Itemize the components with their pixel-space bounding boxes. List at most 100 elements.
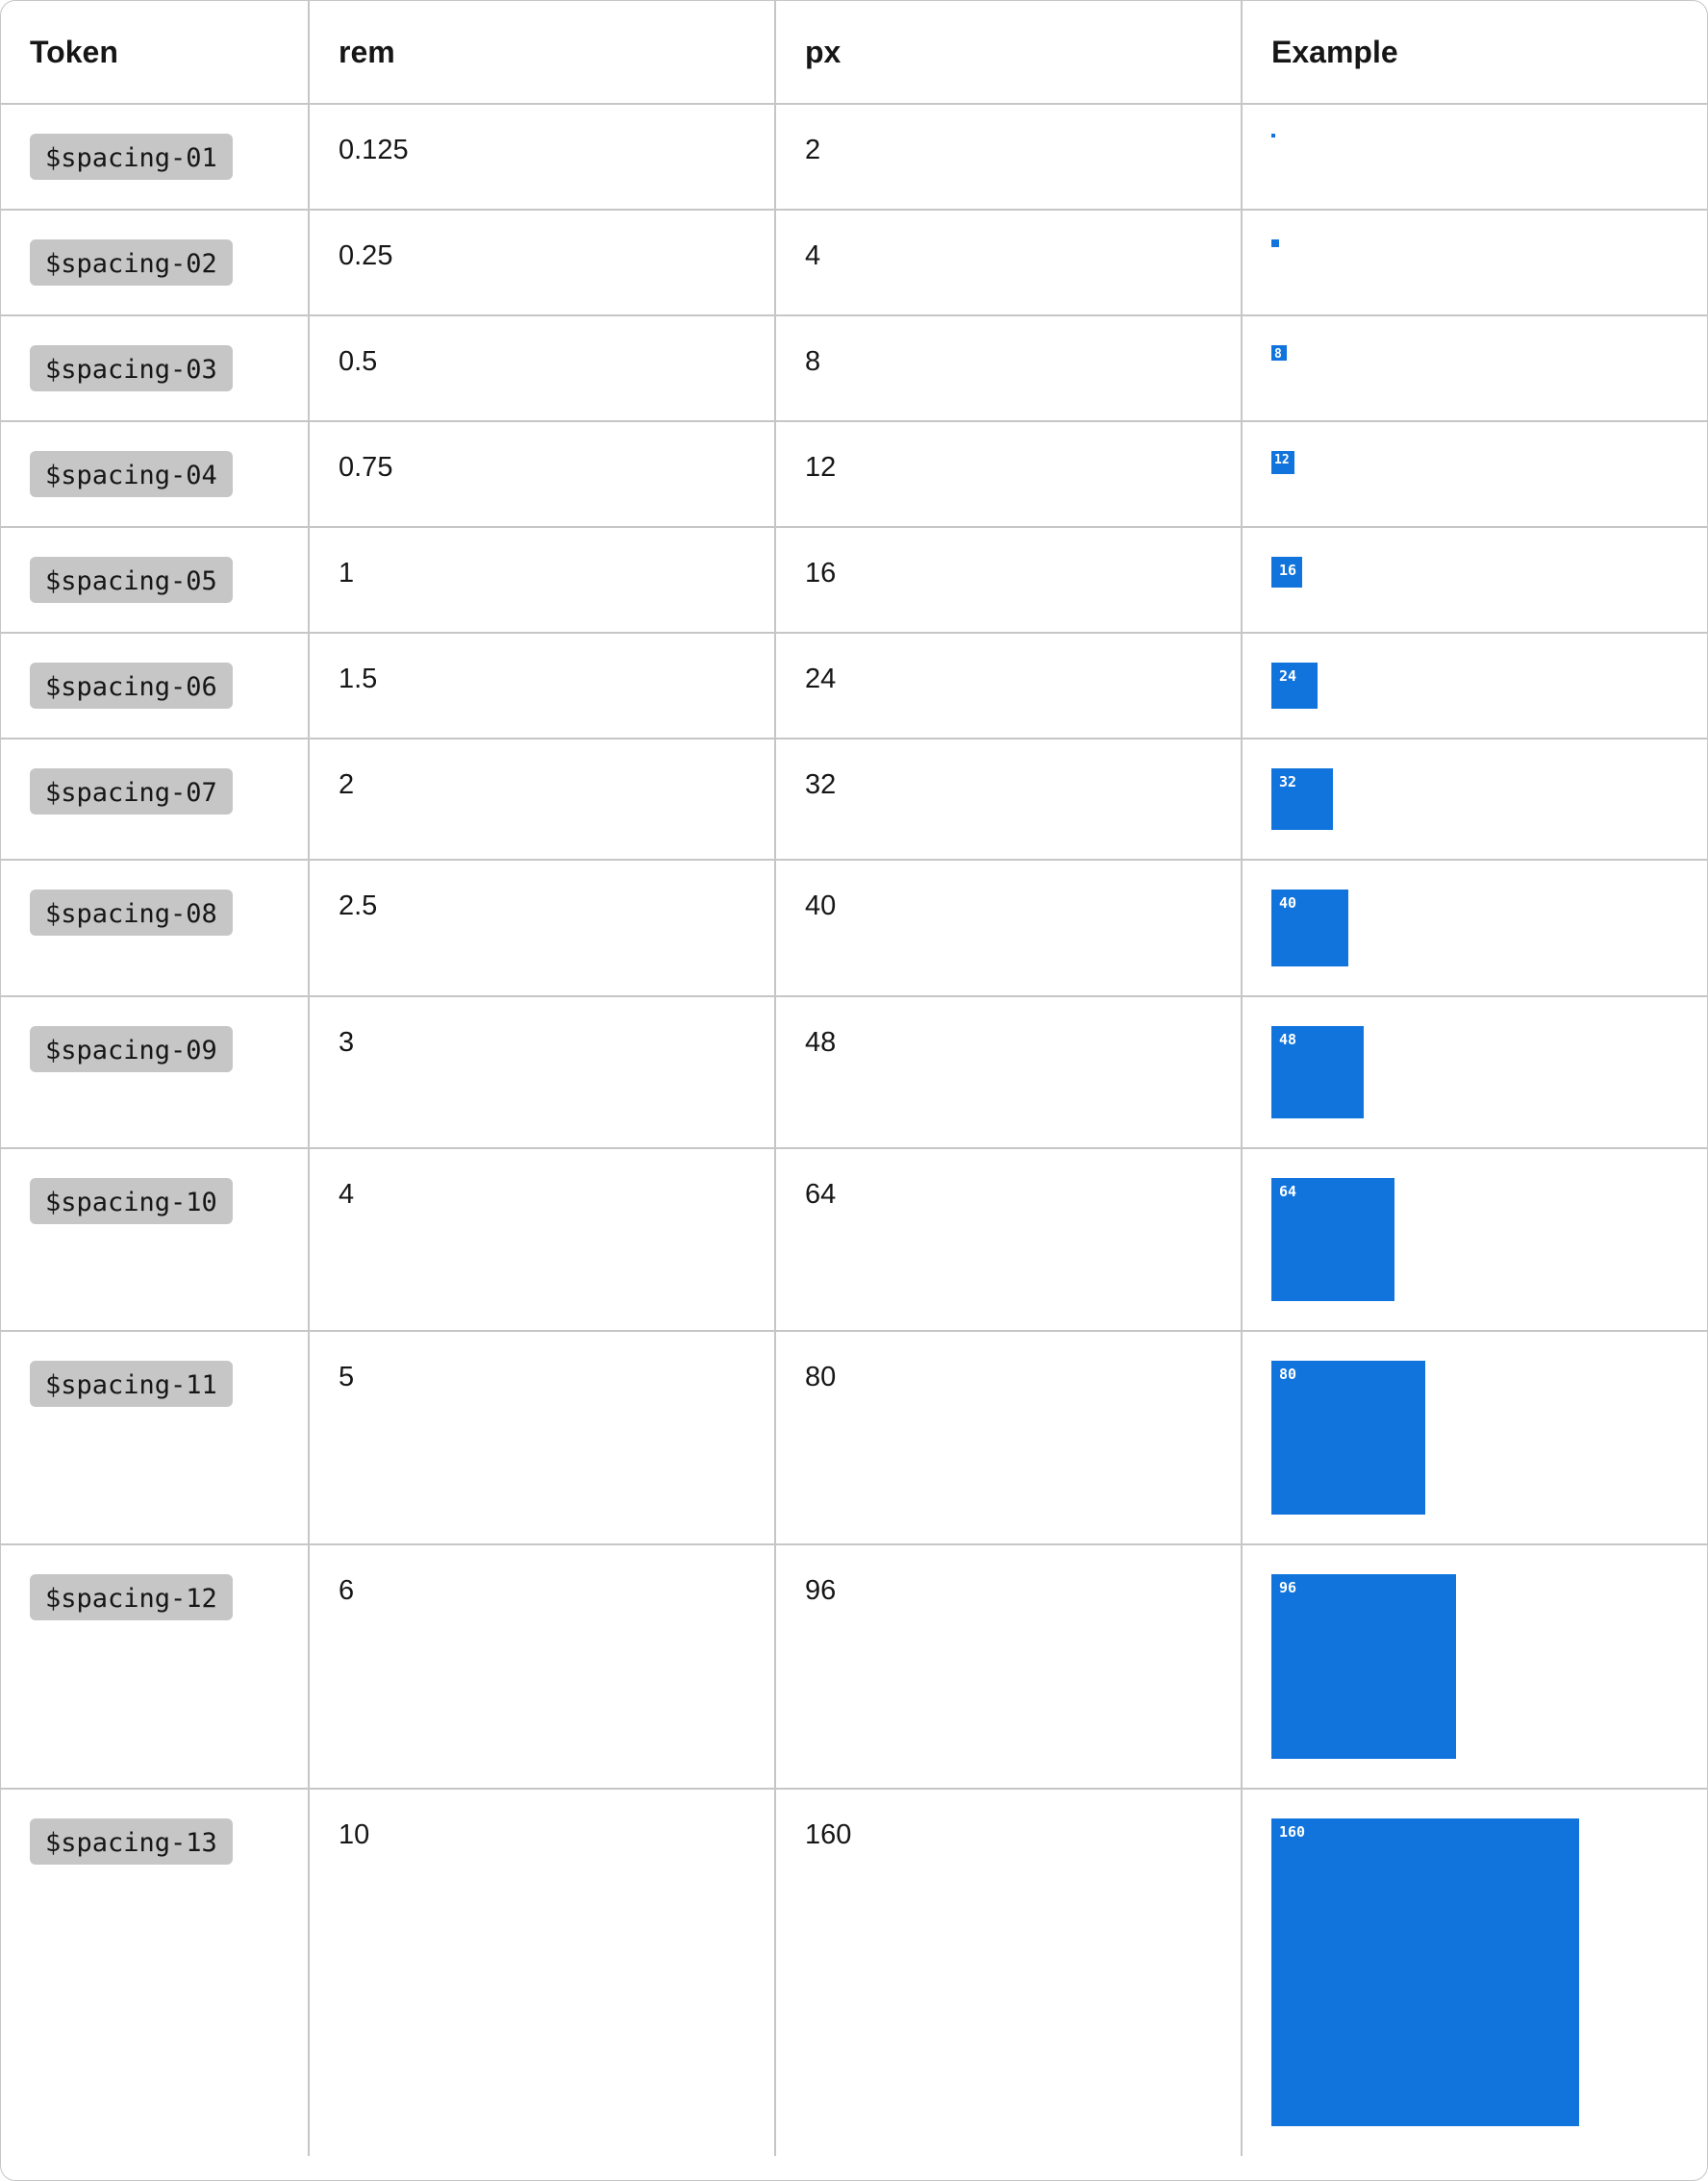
swatch-size-label: 32: [1279, 773, 1297, 790]
table-row: $spacing-04 0.75 12 12: [1, 421, 1707, 528]
spacing-swatch: 16: [1271, 557, 1302, 588]
swatch-size-label: 8: [1274, 347, 1282, 362]
spacing-swatch: 64: [1271, 1178, 1394, 1301]
example-cell: 24: [1242, 633, 1707, 740]
swatch-size-label: 12: [1274, 453, 1290, 467]
px-cell: 40: [775, 860, 1243, 997]
token-cell: $spacing-02: [1, 210, 310, 316]
px-cell: 80: [775, 1331, 1243, 1545]
spacing-swatch: [1271, 239, 1279, 247]
spacing-swatch: 80: [1271, 1361, 1425, 1515]
swatch-size-label: 24: [1279, 667, 1297, 685]
px-cell: 2: [775, 104, 1243, 211]
rem-cell: 0.75: [309, 421, 776, 528]
table-row: $spacing-09 3 48 48: [1, 996, 1707, 1149]
token-tag: $spacing-07: [30, 768, 233, 815]
spacing-swatch: 24: [1271, 663, 1318, 709]
swatch-size-label: 64: [1279, 1183, 1297, 1200]
token-cell: $spacing-07: [1, 739, 310, 861]
table-row: $spacing-08 2.5 40 40: [1, 860, 1707, 997]
rem-cell: 3: [309, 996, 776, 1149]
table-row: $spacing-13 10 160 160: [1, 1789, 1707, 2156]
swatch-size-label: 160: [1279, 1823, 1306, 1841]
table-row: $spacing-06 1.5 24 24: [1, 633, 1707, 740]
column-header-px: px: [775, 1, 1243, 105]
rem-cell: 0.125: [309, 104, 776, 211]
px-cell: 4: [775, 210, 1243, 316]
px-cell: 12: [775, 421, 1243, 528]
spacing-swatch: 160: [1271, 1818, 1579, 2126]
example-cell: 160: [1242, 1789, 1707, 2156]
spacing-swatch: 32: [1271, 768, 1333, 830]
example-cell: 40: [1242, 860, 1707, 997]
example-cell: 8: [1242, 315, 1707, 422]
example-cell: 96: [1242, 1544, 1707, 1790]
px-cell: 96: [775, 1544, 1243, 1790]
px-cell: 32: [775, 739, 1243, 861]
table-row: $spacing-02 0.25 4: [1, 210, 1707, 316]
rem-cell: 5: [309, 1331, 776, 1545]
example-cell: 48: [1242, 996, 1707, 1149]
token-cell: $spacing-12: [1, 1544, 310, 1790]
token-cell: $spacing-10: [1, 1148, 310, 1332]
example-cell: 12: [1242, 421, 1707, 528]
swatch-size-label: 40: [1279, 894, 1297, 912]
px-cell: 160: [775, 1789, 1243, 2156]
spacing-swatch: [1271, 134, 1275, 138]
rem-cell: 1: [309, 527, 776, 634]
token-tag: $spacing-11: [30, 1361, 233, 1407]
column-header-example: Example: [1242, 1, 1707, 105]
token-cell: $spacing-08: [1, 860, 310, 997]
token-tag: $spacing-08: [30, 890, 233, 936]
table-row: $spacing-12 6 96 96: [1, 1544, 1707, 1790]
spacing-swatch: 48: [1271, 1026, 1364, 1118]
px-cell: 64: [775, 1148, 1243, 1332]
rem-cell: 4: [309, 1148, 776, 1332]
example-cell: [1242, 210, 1707, 316]
spacing-swatch: 8: [1271, 345, 1287, 362]
token-tag: $spacing-09: [30, 1026, 233, 1072]
token-cell: $spacing-13: [1, 1789, 310, 2156]
token-tag: $spacing-12: [30, 1574, 233, 1620]
swatch-size-label: 96: [1279, 1579, 1297, 1596]
swatch-size-label: 16: [1279, 562, 1297, 579]
rem-cell: 6: [309, 1544, 776, 1790]
token-cell: $spacing-04: [1, 421, 310, 528]
token-cell: $spacing-11: [1, 1331, 310, 1545]
token-cell: $spacing-01: [1, 104, 310, 211]
token-tag: $spacing-10: [30, 1178, 233, 1224]
token-tag: $spacing-13: [30, 1818, 233, 1865]
token-cell: $spacing-06: [1, 633, 310, 740]
rem-cell: 2: [309, 739, 776, 861]
spacing-swatch: 96: [1271, 1574, 1456, 1759]
example-cell: 16: [1242, 527, 1707, 634]
rem-cell: 2.5: [309, 860, 776, 997]
table-row: $spacing-01 0.125 2: [1, 104, 1707, 211]
px-cell: 24: [775, 633, 1243, 740]
token-tag: $spacing-03: [30, 345, 233, 391]
table-header-row: Token rem px Example: [1, 1, 1707, 105]
table-row: $spacing-10 4 64 64: [1, 1148, 1707, 1332]
px-cell: 8: [775, 315, 1243, 422]
spacing-swatch: 12: [1271, 451, 1294, 474]
token-tag: $spacing-04: [30, 451, 233, 497]
token-cell: $spacing-09: [1, 996, 310, 1149]
table-row: $spacing-03 0.5 8 8: [1, 315, 1707, 422]
token-tag: $spacing-05: [30, 557, 233, 603]
token-tag: $spacing-01: [30, 134, 233, 180]
token-tag: $spacing-06: [30, 663, 233, 709]
px-cell: 16: [775, 527, 1243, 634]
table-row: $spacing-07 2 32 32: [1, 739, 1707, 861]
example-cell: 32: [1242, 739, 1707, 861]
example-cell: 64: [1242, 1148, 1707, 1332]
table-row: $spacing-11 5 80 80: [1, 1331, 1707, 1545]
px-cell: 48: [775, 996, 1243, 1149]
example-cell: 80: [1242, 1331, 1707, 1545]
column-header-token: Token: [1, 1, 310, 105]
token-tag: $spacing-02: [30, 239, 233, 286]
table-body: $spacing-01 0.125 2 $spacing-02 0.25 4 $spacin…: [1, 104, 1707, 2156]
rem-cell: 0.25: [309, 210, 776, 316]
token-cell: $spacing-05: [1, 527, 310, 634]
